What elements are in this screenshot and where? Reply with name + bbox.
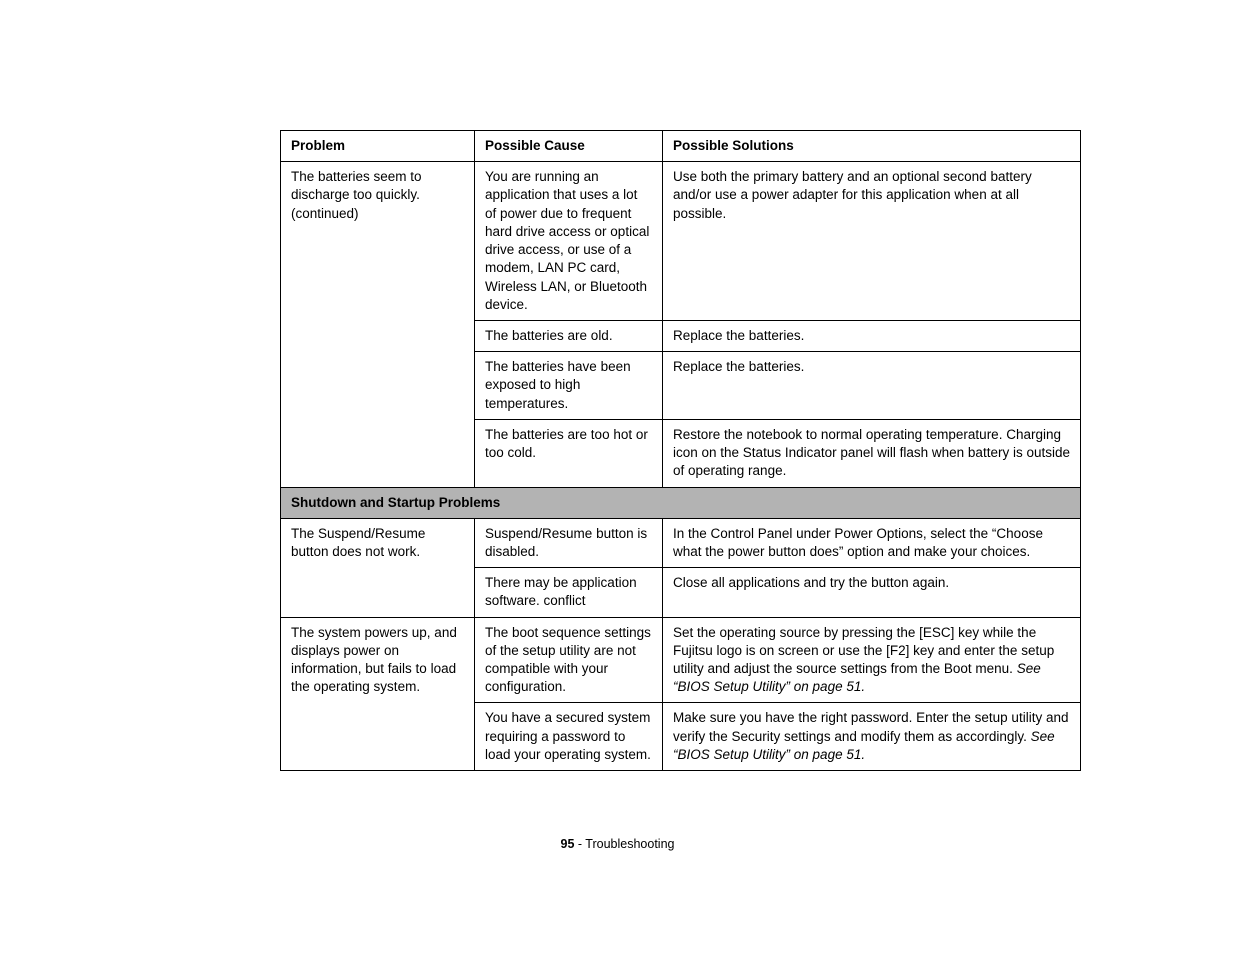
cell-cause: The boot sequence settings of the setup … (475, 617, 663, 703)
header-problem: Problem (281, 131, 475, 162)
cell-solution: Use both the primary battery and an opti… (663, 162, 1081, 321)
header-solutions: Possible Solutions (663, 131, 1081, 162)
page-content: Problem Possible Cause Possible Solution… (0, 0, 1235, 771)
cell-problem: The system powers up, and displays power… (281, 617, 475, 771)
cell-problem: The Suspend/Resume button does not work. (281, 518, 475, 617)
table-row: The Suspend/Resume button does not work.… (281, 518, 1081, 567)
troubleshooting-table: Problem Possible Cause Possible Solution… (280, 130, 1081, 771)
cell-solution: Set the operating source by pressing the… (663, 617, 1081, 703)
table-header-row: Problem Possible Cause Possible Solution… (281, 131, 1081, 162)
cell-solution: Replace the batteries. (663, 320, 1081, 351)
cell-problem: The batteries seem to discharge too quic… (281, 162, 475, 487)
cell-cause: You are running an application that uses… (475, 162, 663, 321)
section-header-cell: Shutdown and Startup Problems (281, 487, 1081, 518)
cell-cause: The batteries have been exposed to high … (475, 352, 663, 420)
solution-text: Make sure you have the right password. E… (673, 710, 1068, 743)
page-footer: 95 - Troubleshooting (0, 837, 1235, 851)
header-cause: Possible Cause (475, 131, 663, 162)
footer-separator: - (574, 837, 585, 851)
section-header-row: Shutdown and Startup Problems (281, 487, 1081, 518)
cell-solution: Close all applications and try the butto… (663, 568, 1081, 617)
table-row: The batteries seem to discharge too quic… (281, 162, 1081, 321)
cell-cause: Suspend/Resume button is disabled. (475, 518, 663, 567)
cell-solution: In the Control Panel under Power Options… (663, 518, 1081, 567)
solution-text: Set the operating source by pressing the… (673, 625, 1054, 676)
cell-cause: The batteries are old. (475, 320, 663, 351)
cell-solution: Restore the notebook to normal operating… (663, 419, 1081, 487)
cell-cause: You have a secured system requiring a pa… (475, 703, 663, 771)
page-number: 95 (561, 837, 575, 851)
cell-cause: The batteries are too hot or too cold. (475, 419, 663, 487)
cell-solution: Replace the batteries. (663, 352, 1081, 420)
table-row: The system powers up, and displays power… (281, 617, 1081, 703)
cell-cause: There may be application software. confl… (475, 568, 663, 617)
footer-section: Troubleshooting (585, 837, 674, 851)
cell-solution: Make sure you have the right password. E… (663, 703, 1081, 771)
